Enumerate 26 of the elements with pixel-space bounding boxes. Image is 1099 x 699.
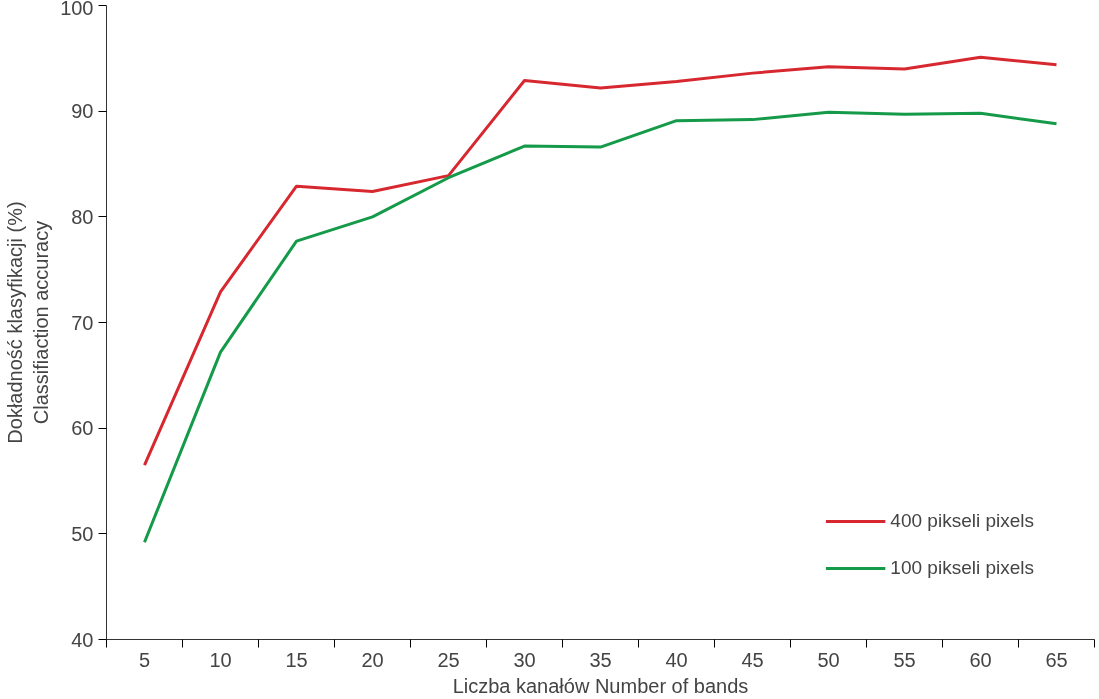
x-tick-label: 20 [361, 648, 384, 671]
x-tick-label: 55 [893, 648, 916, 671]
legend-label: 400 pikseli pixels [890, 510, 1034, 532]
x-tick-label: 65 [1045, 648, 1068, 671]
line-series [143, 55, 1058, 467]
y-tick-label: 100 [60, 0, 94, 19]
x-axis-title: Liczba kanałów Number of bands [452, 674, 749, 697]
line-series [143, 110, 1058, 544]
y-tick-label: 50 [71, 522, 94, 545]
y-tick-label: 70 [71, 311, 94, 334]
x-tick-label: 10 [209, 648, 232, 671]
x-tick-label: 15 [285, 648, 308, 671]
x-tick-label: 45 [741, 648, 764, 671]
x-tick-label: 50 [817, 648, 840, 671]
x-tick-label: 35 [589, 648, 612, 671]
x-tick-label: 30 [513, 648, 536, 671]
legend-label: 100 pikseli pixels [890, 557, 1034, 579]
x-tick-label: 40 [665, 648, 688, 671]
y-axis-title: Dokładność klasyfikacji (%) Classifiaction accuracy [3, 201, 53, 444]
y-tick-label: 60 [71, 417, 94, 440]
y-tick-label: 40 [71, 628, 94, 651]
x-tick-label: 60 [969, 648, 992, 671]
x-tick-label: 5 [138, 648, 151, 671]
x-tick-label: 25 [437, 648, 460, 671]
y-tick-label: 90 [71, 100, 94, 123]
y-tick-label: 80 [71, 205, 94, 228]
